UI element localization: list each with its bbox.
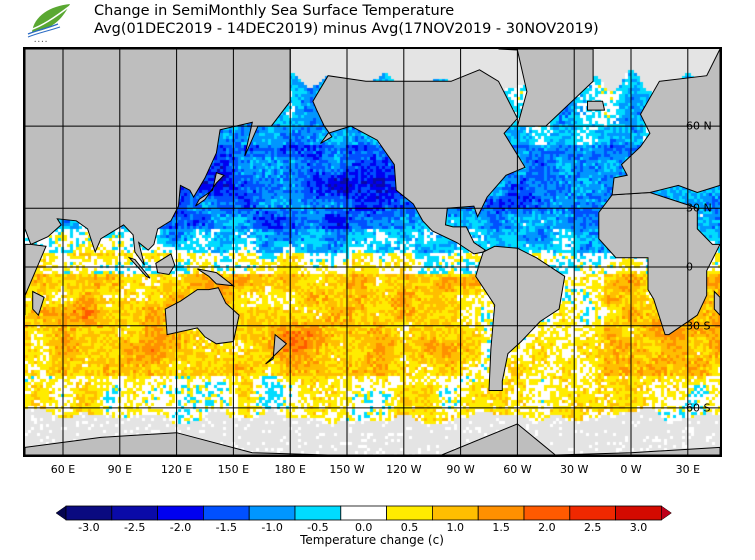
latitude-label: 30 N (686, 201, 712, 215)
longitude-label: 0 W (620, 463, 642, 476)
land-madagascar2 (713, 290, 720, 316)
latitude-label: 60 S (686, 401, 711, 415)
svg-text:• • • •: • • • • (34, 39, 47, 44)
chart-title: Change in SemiMonthly Sea Surface Temper… (94, 3, 455, 19)
colorbar-tick-label: -2.0 (169, 521, 192, 534)
colorbar-swatch (615, 505, 662, 521)
land-madagascar (32, 290, 45, 317)
map-overlay (25, 49, 720, 455)
longitude-label: 90 W (446, 463, 475, 476)
land-southamerica (475, 245, 566, 391)
colorbar-swatch (523, 505, 571, 521)
sst-change-map (23, 47, 722, 457)
colorbar-tick-label: -1.0 (261, 521, 283, 534)
longitude-label: 30 E (675, 463, 701, 476)
longitude-label: 60 W (503, 463, 532, 476)
land-sumatra (127, 256, 151, 279)
longitude-label: 150 W (329, 463, 365, 476)
colorbar-max-arrow (661, 505, 672, 521)
leaf-wave-logo-icon: • • • • (27, 4, 71, 44)
colorbar-tick-label: -2.5 (123, 521, 146, 534)
land-africa_w (25, 243, 47, 316)
colorbar-swatch (386, 505, 433, 521)
colorbar-tick-label: 2.0 (538, 521, 556, 534)
colorbar-swatch (157, 505, 204, 521)
land-northamerica (312, 69, 526, 255)
land-europe (611, 49, 720, 196)
colorbar-tick-label: -1.5 (215, 521, 238, 534)
land-australia (164, 287, 240, 345)
colorbar-tick-label: -3.0 (78, 521, 100, 534)
colorbar-tick-label: 2.5 (583, 521, 602, 534)
colorbar-swatch (248, 505, 296, 521)
longitude-label: 150 E (217, 463, 250, 476)
colorbar-swatch (65, 505, 113, 521)
longitude-label: 120 W (386, 463, 422, 476)
colorbar-tick-label: -0.5 (307, 521, 329, 534)
land-greenland (498, 49, 594, 127)
colorbar-swatch (294, 505, 342, 521)
land-japan (195, 172, 225, 207)
latitude-label: 60 N (686, 119, 712, 133)
colorbar-swatch (569, 505, 616, 521)
colorbar-swatch (202, 505, 250, 521)
colorbar-tick-label: 3.0 (629, 521, 648, 534)
land-eurasia (25, 49, 291, 266)
longitude-label: 60 E (50, 463, 76, 476)
colorbar-tick-label: 0.0 (354, 521, 373, 534)
land-newguinea (197, 268, 236, 287)
colorbar-swatch (340, 505, 387, 521)
land-borneo (155, 253, 176, 276)
colorbar-tick-label: 0.5 (400, 521, 419, 534)
longitude-label: 90 E (107, 463, 133, 476)
colorbar-min-arrow (55, 505, 67, 521)
longitude-label: 30 W (560, 463, 589, 476)
colorbar-title: Temperature change (c) (300, 533, 444, 547)
colorbar-swatch (477, 505, 525, 521)
colorbar-tick-label: 1.0 (446, 521, 465, 534)
colorbar-tick-label: 1.5 (492, 521, 510, 534)
chart-subtitle: Avg(01DEC2019 - 14DEC2019) minus Avg(17N… (94, 21, 599, 37)
land-antarctica (25, 423, 720, 455)
latitude-label: 30 S (686, 319, 711, 333)
land-newzealand (265, 333, 288, 365)
colorbar (55, 505, 672, 521)
longitude-label: 180 E (274, 463, 306, 476)
colorbar-swatch (431, 505, 479, 521)
land-iceland (587, 100, 606, 111)
longitude-label: 120 E (160, 463, 193, 476)
colorbar-swatch (111, 505, 158, 521)
land-africa_e (598, 191, 720, 336)
latitude-label: 0 (686, 260, 693, 274)
